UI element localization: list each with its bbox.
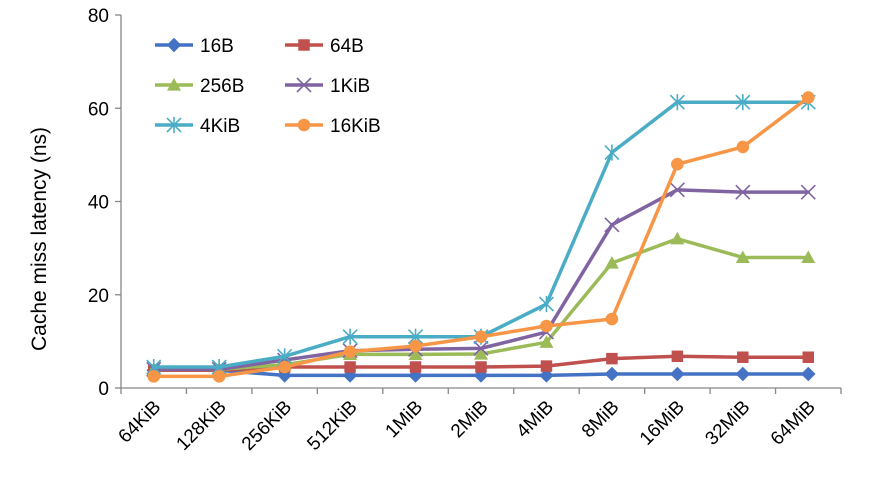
legend-item: 4KiB (155, 116, 240, 137)
data-point (801, 250, 816, 264)
data-point (540, 319, 553, 333)
data-point (539, 368, 554, 383)
x-tick-label: 512KiB (303, 397, 361, 455)
data-point (540, 360, 553, 372)
x-tick-label: 256KiB (238, 397, 296, 455)
marker-stroke (473, 340, 489, 356)
data-point (669, 182, 685, 198)
data-point (800, 184, 816, 200)
data-point (604, 366, 620, 382)
data-point (669, 94, 685, 111)
legend-marker (166, 37, 182, 53)
y-tick-label: 20 (88, 286, 109, 307)
legend-marker (166, 116, 182, 134)
data-point (147, 370, 161, 383)
series-256b (146, 231, 816, 375)
legend-item: 16B (155, 36, 234, 57)
legend-item: 64B (285, 36, 364, 57)
x-tick-label: 32MiB (701, 397, 754, 450)
x-tick-label: 2MiB (447, 397, 492, 442)
data-point (735, 184, 751, 200)
legend-marker (167, 78, 181, 91)
x-tick-label: 16MiB (636, 397, 689, 450)
series-group (146, 91, 816, 383)
axes: 0 20 40 60 80 64KiB 128KiB 256KiB 512KiB 1MiB 2MiB… (88, 6, 842, 455)
data-point (344, 361, 356, 373)
y-tick-label: 60 (88, 99, 109, 120)
data-point (801, 91, 815, 104)
data-point (802, 351, 815, 363)
marker-stroke (800, 184, 816, 200)
data-point (735, 366, 751, 382)
data-point (606, 352, 618, 365)
y-tick-label: 80 (88, 6, 109, 27)
legend-item: 16KiB (285, 116, 381, 137)
y-tick-label: 0 (98, 379, 109, 400)
data-point (474, 330, 488, 344)
x-tick-label: 64MiB (767, 397, 820, 450)
data-point (735, 250, 750, 264)
data-point (278, 360, 291, 374)
data-point (473, 340, 489, 356)
legend: 16B 64B 256B 1KiB 4KiB 16KiB (155, 36, 381, 137)
legend-marker (298, 39, 310, 51)
x-tick-label: 1MiB (382, 397, 427, 442)
legend-label: 16B (200, 36, 234, 57)
data-point (604, 144, 620, 161)
data-point (409, 361, 422, 373)
legend-label: 1KiB (330, 76, 370, 97)
data-point (343, 345, 357, 358)
data-point (212, 370, 226, 383)
marker-stroke (604, 217, 620, 233)
y-tick-label: 40 (88, 193, 109, 214)
legend-item: 256B (155, 76, 244, 97)
x-tick-label: 128KiB (173, 397, 231, 455)
data-point (409, 339, 422, 353)
data-point (671, 350, 684, 363)
legend-marker (297, 118, 311, 132)
data-point (539, 335, 554, 348)
data-point (800, 366, 816, 382)
data-point (538, 296, 555, 313)
data-point (737, 351, 749, 363)
data-point (408, 347, 423, 361)
data-point (735, 94, 751, 111)
data-point (474, 346, 488, 360)
y-axis-label: Cache miss latency (ns) (28, 127, 51, 351)
legend-label: 256B (200, 76, 244, 97)
data-point (736, 140, 750, 154)
marker-stroke (735, 184, 751, 200)
data-point (604, 256, 619, 269)
data-point (671, 157, 684, 171)
marker-stroke (296, 77, 312, 93)
x-tick-label: 8MiB (578, 397, 623, 442)
data-point (342, 328, 358, 345)
legend-label: 16KiB (330, 116, 381, 137)
series-1kib (146, 182, 816, 377)
data-point (475, 361, 487, 373)
data-point (670, 366, 685, 382)
legend-label: 64B (330, 36, 364, 57)
series-line (151, 100, 811, 369)
legend-label: 4KiB (200, 116, 240, 137)
series-16kib (147, 91, 815, 383)
data-point (670, 231, 685, 245)
legend-item: 1KiB (285, 76, 370, 97)
marker-stroke (669, 182, 685, 198)
legend-marker (296, 77, 312, 93)
data-point (604, 217, 620, 233)
data-point (605, 312, 619, 326)
x-tick-label: 4MiB (513, 397, 558, 442)
x-tick-label: 64KiB (115, 397, 166, 448)
